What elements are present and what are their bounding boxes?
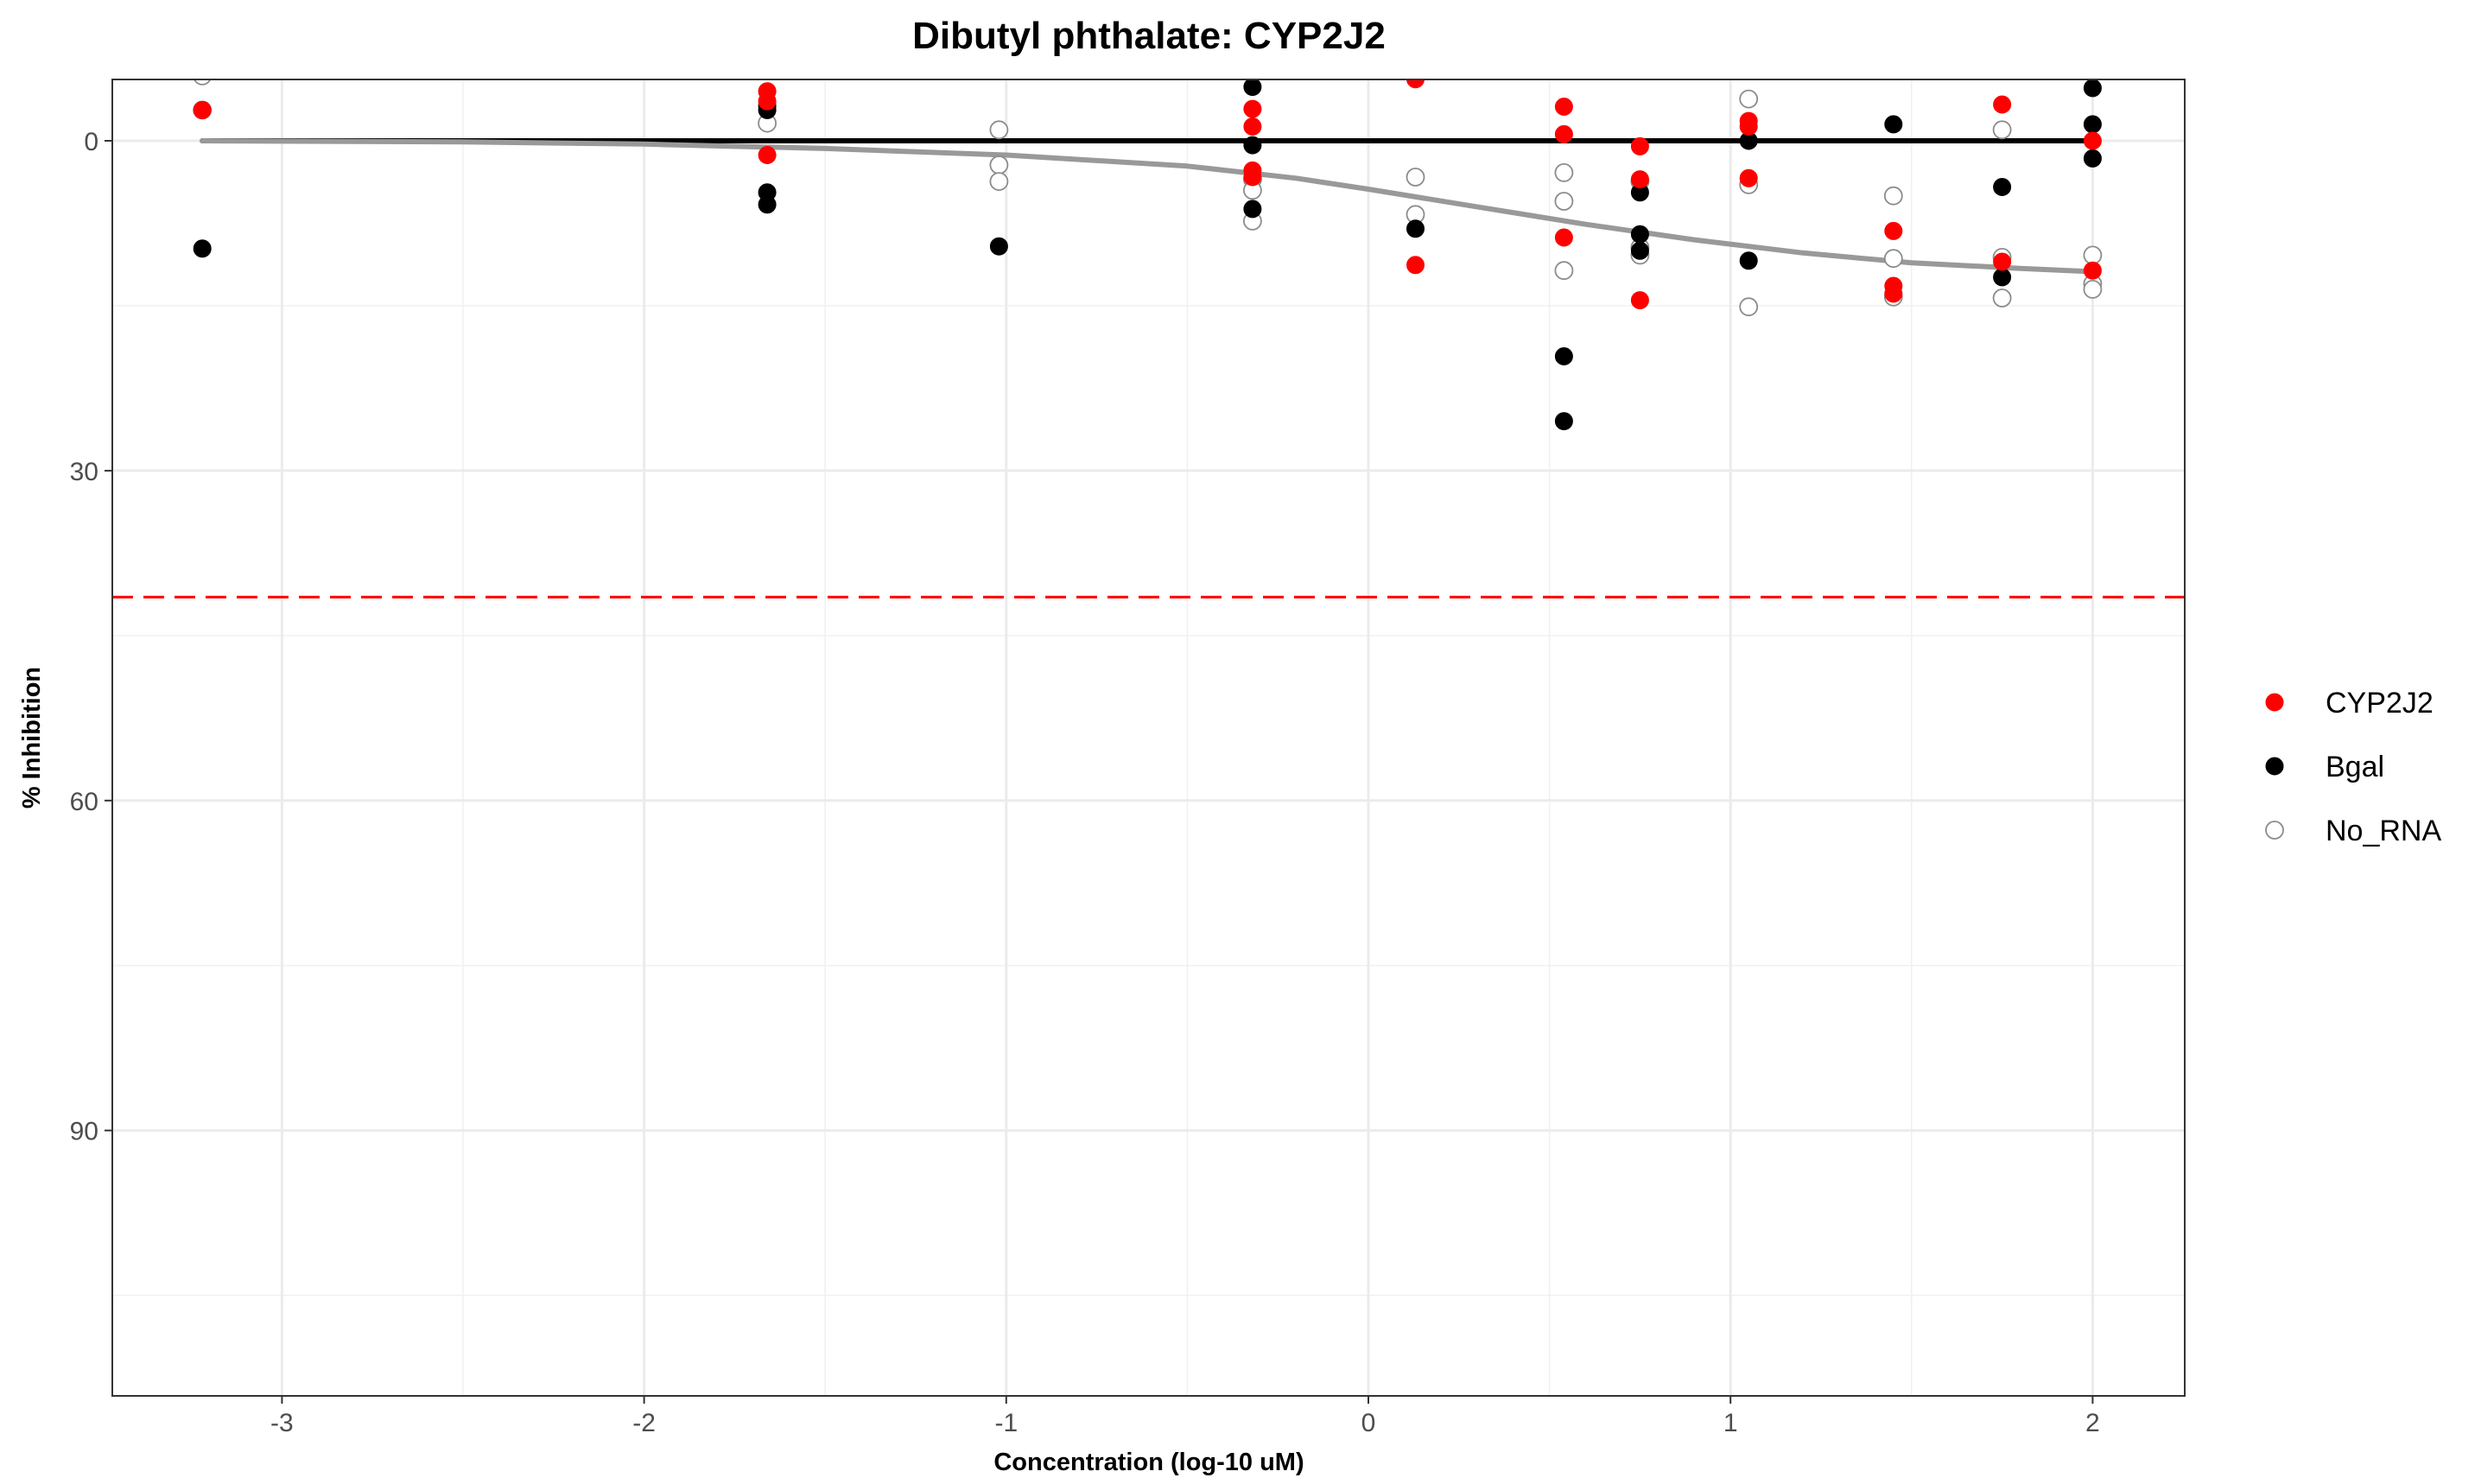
y-tick-label: 30 [70,458,98,486]
point-bgal [1630,241,1649,260]
point-cyp2j2 [193,100,212,119]
point-bgal [1630,225,1649,244]
point-cyp2j2 [1630,170,1649,189]
legend-key-no_rna [2265,821,2284,840]
point-bgal [2083,115,2102,134]
point-bgal [758,195,777,214]
point-no_rna [1883,249,1903,269]
plot-background [112,79,2185,1396]
point-no_rna [2083,279,2103,299]
point-no_rna [1992,289,2012,308]
point-bgal [989,237,1008,256]
point-no_rna [989,120,1009,140]
legend: CYP2J2 Bgal No_RNA [2265,687,2441,847]
point-cyp2j2 [1554,124,1573,143]
legend-key-cyp2j2 [2265,693,2284,712]
point-cyp2j2 [1406,256,1425,275]
legend-key-bgal [2265,757,2284,776]
legend-label-no_rna: No_RNA [2326,815,2441,847]
y-tick-label: 0 [84,128,98,156]
point-cyp2j2 [2083,131,2102,150]
point-no_rna [194,79,212,86]
point-bgal [1243,136,1262,155]
point-bgal [1993,268,2012,287]
x-tick-label: -2 [632,1409,656,1437]
axis-ticks: -3 -2 -1 0 1 2 0 30 60 90 [70,128,2100,1437]
point-no_rna [1739,297,1759,317]
point-bgal [2083,79,2102,98]
point-cyp2j2 [1884,221,1903,240]
point-cyp2j2 [758,146,777,164]
point-cyp2j2 [1993,252,2012,271]
point-bgal [1739,251,1758,270]
point-no_rna [1554,261,1574,281]
x-tick-label: 2 [2085,1409,2100,1437]
x-tick-label: -1 [994,1409,1018,1437]
point-no_rna [1554,192,1574,211]
point-cyp2j2 [1406,79,1425,89]
point-cyp2j2 [1630,136,1649,155]
chart-title: Dibutyl phthalate: CYP2J2 [912,15,1386,57]
point-cyp2j2 [1554,228,1573,247]
point-cyp2j2 [1243,99,1262,118]
point-bgal [1884,115,1903,134]
point-bgal [193,239,212,258]
points-layer [193,79,2103,431]
x-tick-label: 1 [1723,1409,1738,1437]
x-tick-label: 0 [1361,1409,1376,1437]
legend-label-bgal: Bgal [2326,751,2384,783]
point-no_rna [1406,168,1425,187]
plot-panel-border [111,79,2186,1397]
point-cyp2j2 [1554,98,1573,116]
lines-layer [112,138,2185,599]
x-axis-title: Concentration (log-10 uM) [993,1449,1304,1476]
point-no_rna [989,172,1009,192]
y-axis-title: % Inhibition [18,667,46,809]
point-cyp2j2 [1243,168,1262,187]
point-no_rna [1554,162,1574,182]
point-no_rna [1992,120,2012,140]
point-no_rna [2083,245,2103,265]
point-cyp2j2 [1739,168,1758,187]
point-bgal [1243,200,1262,219]
y-tick-label: 60 [70,788,98,816]
y-tick-label: 90 [70,1118,98,1146]
grid [112,79,2185,1396]
point-bgal [2083,149,2102,168]
x-tick-label: -3 [270,1409,294,1437]
point-cyp2j2 [1993,95,2012,114]
point-cyp2j2 [2083,261,2102,280]
point-cyp2j2 [1884,284,1903,303]
point-no_rna [1739,89,1759,109]
point-bgal [1406,219,1425,238]
point-bgal [1554,412,1573,431]
point-no_rna [989,155,1009,174]
point-cyp2j2 [1630,291,1649,310]
legend-label-cyp2j2: CYP2J2 [2326,687,2434,720]
point-cyp2j2 [1243,117,1262,136]
point-no_rna [1883,186,1903,206]
point-bgal [1993,178,2012,196]
point-bgal [1243,79,1262,97]
point-cyp2j2 [758,92,777,111]
fit-line-no_rna [200,138,2096,275]
point-bgal [1554,347,1573,365]
point-cyp2j2 [1739,117,1758,136]
